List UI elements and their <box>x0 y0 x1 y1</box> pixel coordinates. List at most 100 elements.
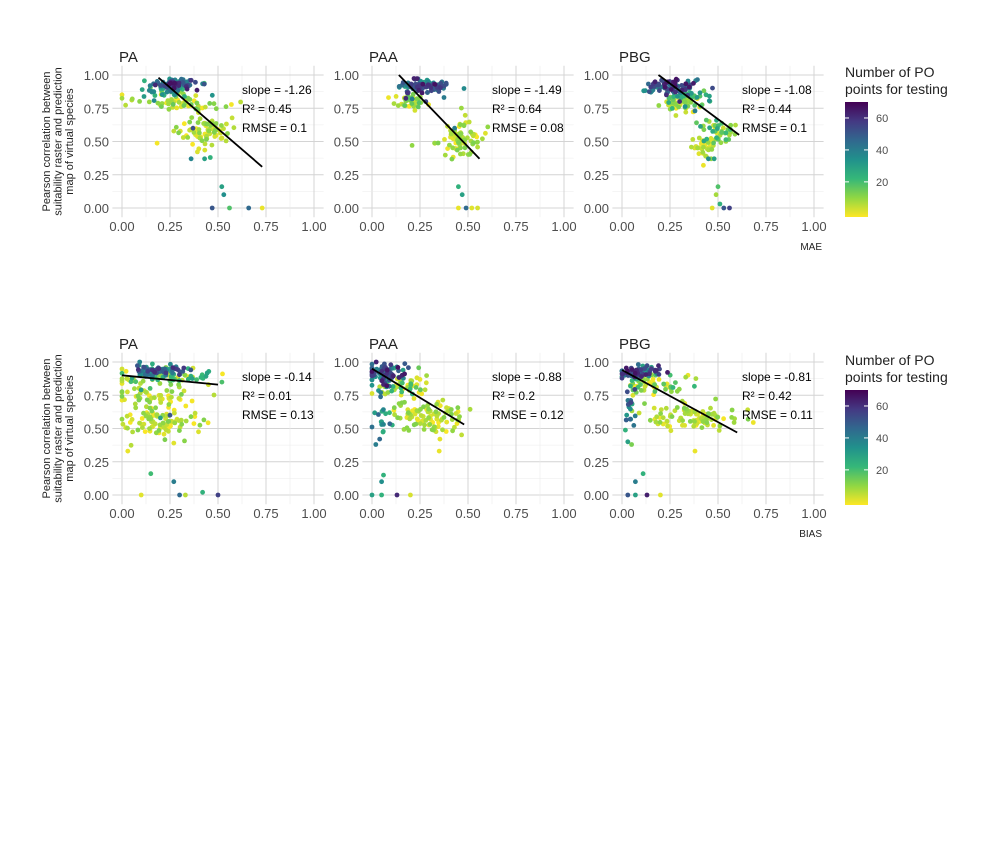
data-point <box>369 391 375 396</box>
data-point <box>161 424 167 430</box>
data-point <box>143 389 149 395</box>
data-point <box>158 83 163 88</box>
data-point <box>425 82 431 88</box>
data-point <box>183 492 188 498</box>
data-point <box>399 380 405 386</box>
data-point <box>156 428 162 433</box>
data-point <box>386 95 391 100</box>
data-point <box>483 130 488 136</box>
data-point <box>632 370 638 376</box>
stat-annotation: RMSE = 0.1 <box>742 121 807 135</box>
data-point <box>229 102 234 107</box>
stat-annotation: slope = -1.26 <box>242 83 312 97</box>
data-point <box>690 137 696 142</box>
data-point <box>475 205 480 211</box>
x-tick-label: 0.25 <box>657 219 682 234</box>
data-point <box>449 156 455 162</box>
data-point <box>657 419 663 425</box>
data-point <box>631 423 637 428</box>
data-point <box>223 138 229 144</box>
data-point <box>694 95 700 100</box>
regression-line <box>657 74 740 136</box>
data-point <box>701 88 707 94</box>
data-point <box>414 408 420 413</box>
data-point <box>660 415 666 421</box>
data-point <box>707 125 712 131</box>
x-tick-label: 0.75 <box>753 219 778 234</box>
data-point <box>432 140 437 146</box>
y-tick-label: 0.75 <box>334 388 359 403</box>
data-point <box>200 489 206 495</box>
stat-annotation: RMSE = 0.1 <box>242 121 307 135</box>
y-tick-label: 1.00 <box>334 355 359 370</box>
panel-title: PBG <box>619 336 651 353</box>
data-point <box>447 142 452 148</box>
y-tick-label: 0.00 <box>334 488 359 503</box>
y-tick-label: 0.75 <box>84 101 109 116</box>
y-axis-title-line: map of virtual species <box>64 88 76 195</box>
data-point <box>192 410 198 416</box>
data-point <box>154 412 160 417</box>
data-point <box>151 98 157 103</box>
data-point <box>625 439 631 445</box>
data-point <box>713 192 719 198</box>
data-point <box>475 139 480 145</box>
data-point <box>680 418 685 423</box>
data-point <box>394 492 400 498</box>
y-tick-label: 0.00 <box>584 201 609 216</box>
data-point <box>153 405 159 411</box>
data-point <box>432 82 438 87</box>
data-point <box>425 403 430 408</box>
data-point <box>209 205 215 211</box>
stat-annotation: R² = 0.01 <box>242 389 292 403</box>
stat-annotation: slope = -0.14 <box>242 370 312 384</box>
data-point <box>426 406 431 412</box>
data-point <box>437 403 443 409</box>
data-point <box>728 122 734 128</box>
data-point <box>692 448 698 454</box>
data-point <box>682 99 688 105</box>
regression-line <box>398 74 481 160</box>
x-tick-label: 0.25 <box>657 506 682 521</box>
data-point <box>709 147 715 152</box>
data-point <box>377 384 383 390</box>
data-point <box>657 88 662 93</box>
data-point <box>395 103 401 108</box>
data-point <box>440 427 445 433</box>
x-tick-label: 0.00 <box>109 219 134 234</box>
data-point <box>399 400 405 406</box>
data-point <box>219 379 225 385</box>
data-point <box>468 129 474 135</box>
data-point <box>369 382 375 388</box>
y-tick-label: 0.00 <box>84 488 109 503</box>
data-point <box>674 405 680 410</box>
regression-line <box>621 369 738 434</box>
data-point <box>177 428 182 433</box>
data-point <box>174 105 180 111</box>
data-point <box>708 405 713 411</box>
legend-title: Number of PO <box>845 64 935 80</box>
data-point <box>194 100 200 106</box>
data-point <box>150 373 155 379</box>
data-point <box>450 145 455 151</box>
data-point <box>448 407 454 412</box>
data-point <box>161 431 167 437</box>
data-point <box>172 80 177 86</box>
data-point <box>119 95 125 101</box>
data-point <box>670 385 676 390</box>
legend-tick-label: 40 <box>876 145 888 157</box>
stat-annotation: R² = 0.45 <box>242 102 292 116</box>
data-point <box>418 387 423 393</box>
data-point <box>414 416 420 422</box>
data-point <box>369 373 375 379</box>
colorbar <box>845 390 868 505</box>
colorbar <box>845 102 868 217</box>
data-point <box>142 429 148 434</box>
data-point <box>441 415 447 420</box>
data-point <box>716 428 722 433</box>
data-point <box>450 428 455 434</box>
data-point <box>444 419 450 425</box>
data-point <box>406 428 412 433</box>
data-point <box>373 359 379 365</box>
data-point <box>696 151 702 157</box>
